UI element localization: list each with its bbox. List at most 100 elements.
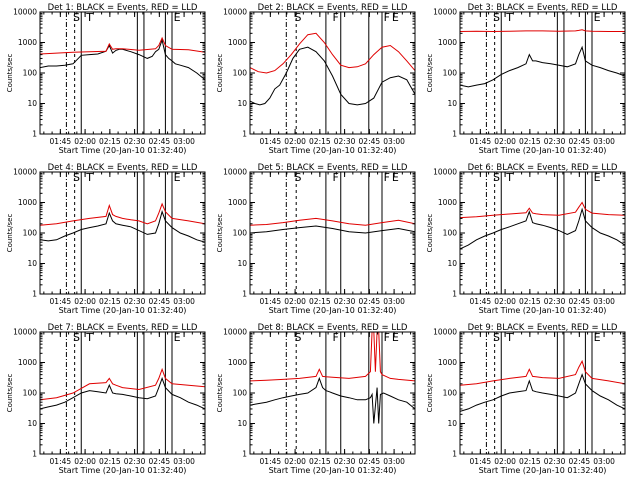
series-events-line (460, 373, 625, 412)
y-tick-label: 10 (27, 419, 37, 428)
y-tick-label: 1 (32, 130, 37, 139)
panel-title: Det 3: BLACK = Events, RED = LLD (468, 3, 618, 13)
series-lld-line (40, 36, 205, 55)
x-tick-label: 02:00 (74, 137, 96, 146)
series-events-line (40, 376, 205, 410)
x-tick-label: 02:30 (544, 137, 566, 146)
y-tick-label: 100 (443, 389, 458, 398)
x-tick-label: 02:45 (569, 137, 591, 146)
interval-marker: T (505, 171, 513, 184)
x-tick-label: 02:15 (519, 457, 541, 466)
x-tick-label: 01:45 (470, 457, 492, 466)
y-tick-label: 1 (452, 450, 457, 459)
series-lld-line (250, 217, 415, 226)
x-tick-label: 02:45 (149, 137, 171, 146)
x-tick-label: 02:00 (284, 457, 306, 466)
x-tick-label: 03:00 (383, 457, 405, 466)
x-tick-label: 03:00 (593, 297, 615, 306)
interval-marker: E (174, 11, 181, 24)
x-tick-label: 02:30 (334, 297, 356, 306)
x-tick-label: 01:45 (260, 297, 282, 306)
y-tick-label: 10 (27, 99, 37, 108)
y-tick-label: 10000 (223, 168, 247, 177)
y-tick-label: 100 (23, 69, 38, 78)
y-tick-label: 10000 (13, 8, 37, 17)
y-tick-label: 1000 (438, 358, 457, 367)
plot-frame (249, 171, 416, 295)
y-axis-label: Counts/sec (426, 214, 434, 253)
interval-marker: F (384, 11, 390, 24)
x-axis-label: Start Time (20-Jan-10 01:32:40) (269, 146, 397, 155)
series-events-line (40, 210, 205, 243)
panel-series (40, 36, 205, 81)
panel-title: Det 7: BLACK = Events, RED = LLD (48, 323, 198, 333)
interval-marker: E (594, 11, 601, 24)
series-lld-line (40, 202, 205, 226)
y-tick-label: 1 (242, 290, 247, 299)
y-tick-label: 10000 (433, 328, 457, 337)
interval-marker: S (295, 171, 302, 184)
interval-marker: F (333, 331, 339, 344)
x-tick-label: 02:00 (284, 137, 306, 146)
series-events-line (250, 225, 415, 234)
x-axis-label: Start Time (20-Jan-10 01:32:40) (59, 466, 187, 475)
y-tick-label: 10 (447, 419, 457, 428)
x-tick-label: 01:45 (260, 137, 282, 146)
x-tick-label: 02:45 (359, 137, 381, 146)
x-axis-label: Start Time (20-Jan-10 01:32:40) (479, 306, 607, 315)
x-tick-label: 02:45 (569, 297, 591, 306)
interval-marker: E (392, 331, 399, 344)
x-axis-label: Start Time (20-Jan-10 01:32:40) (269, 306, 397, 315)
x-tick-label: 02:00 (74, 457, 96, 466)
y-tick-label: 1 (32, 290, 37, 299)
y-tick-label: 1 (32, 450, 37, 459)
x-tick-label: 02:30 (124, 297, 146, 306)
x-axis-label: Start Time (20-Jan-10 01:32:40) (479, 466, 607, 475)
y-tick-label: 100 (23, 389, 38, 398)
x-tick-label: 02:45 (359, 457, 381, 466)
x-tick-label: 02:30 (124, 457, 146, 466)
panel-series (460, 359, 625, 412)
interval-marker: T (85, 331, 93, 344)
panel-series (460, 29, 625, 88)
series-events-line (250, 46, 415, 106)
y-tick-label: 100 (233, 69, 248, 78)
y-tick-label: 100 (233, 389, 248, 398)
x-tick-label: 02:15 (309, 137, 331, 146)
series-lld-line (460, 29, 625, 33)
panel-series (250, 32, 415, 106)
x-axis-label: Start Time (20-Jan-10 01:32:40) (59, 146, 187, 155)
interval-marker: T (505, 11, 513, 24)
interval-marker: S (295, 11, 302, 24)
y-tick-label: 1000 (18, 358, 37, 367)
y-tick-label: 10 (237, 259, 247, 268)
y-tick-label: 1 (452, 290, 457, 299)
y-tick-label: 10000 (433, 8, 457, 17)
interval-marker: E (594, 171, 601, 184)
x-tick-label: 03:00 (173, 457, 195, 466)
panel-title: Det 2: BLACK = Events, RED = LLD (258, 3, 408, 13)
interval-marker: S (493, 171, 500, 184)
interval-marker: S (73, 11, 80, 24)
y-tick-label: 10000 (13, 328, 37, 337)
x-tick-label: 02:30 (124, 137, 146, 146)
y-axis-label: Counts/sec (216, 374, 224, 413)
plot-frame (39, 11, 206, 135)
x-tick-label: 02:00 (494, 137, 516, 146)
panel-series (250, 217, 415, 234)
x-tick-label: 02:45 (149, 457, 171, 466)
interval-marker: S (73, 331, 80, 344)
x-tick-label: 02:15 (519, 137, 541, 146)
x-tick-label: 02:15 (519, 297, 541, 306)
interval-marker: S (493, 11, 500, 24)
series-lld-line (460, 359, 625, 386)
interval-marker: T (85, 171, 93, 184)
panel-series (460, 201, 625, 250)
y-tick-label: 10000 (13, 168, 37, 177)
series-lld-line (460, 201, 625, 219)
interval-marker: T (505, 331, 513, 344)
interval-marker: S (295, 331, 302, 344)
